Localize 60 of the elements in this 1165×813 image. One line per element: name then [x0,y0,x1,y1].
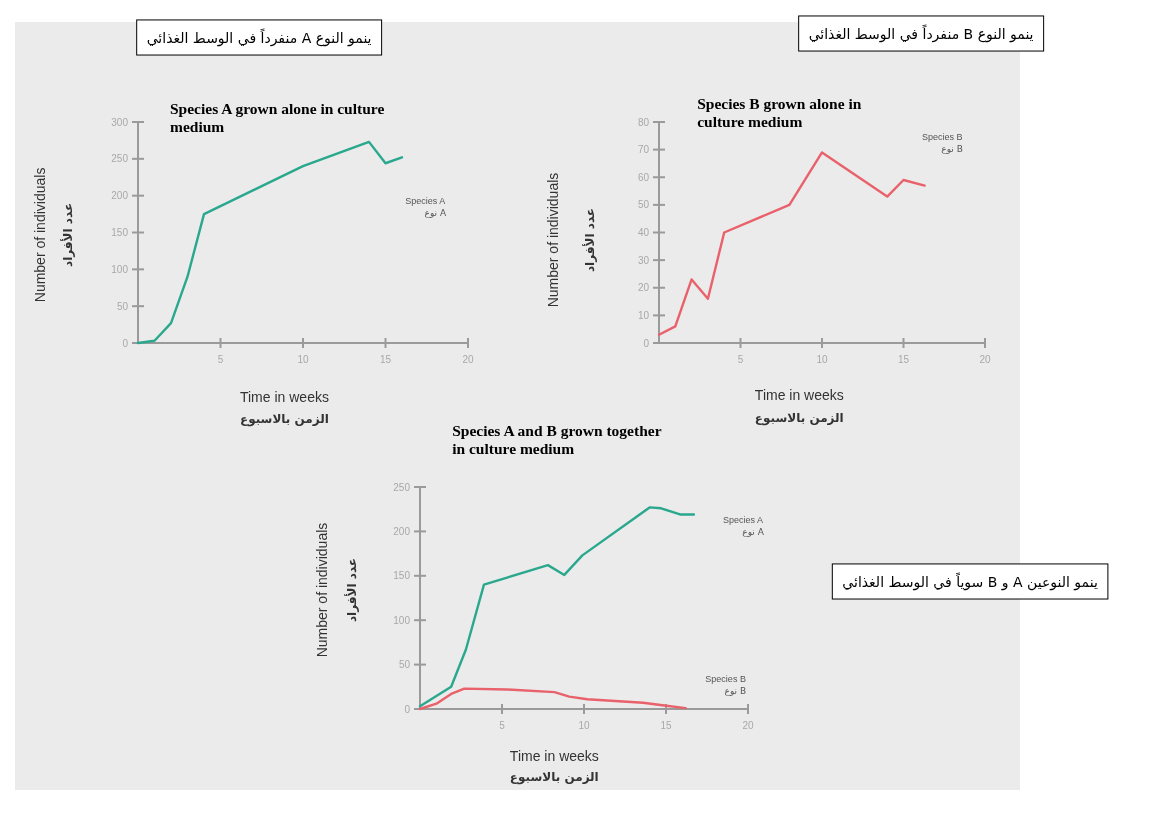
y-tick-label: 150 [393,570,411,582]
y-tick-label: 250 [111,153,129,165]
x-tick-label: 15 [660,720,672,731]
annotation: نوع A [742,526,765,537]
x-tick-label: 5 [217,354,224,365]
x-tick-label: 20 [979,354,991,365]
x-axis-title: Time in weeks [509,748,599,765]
x-tick-label: 20 [742,720,754,731]
y-tick-label: 0 [122,337,129,349]
y-axis-title: Number of individuals [31,167,48,303]
x-tick-label: 15 [897,354,910,365]
x-tick-label: 20 [462,354,474,365]
y-tick-label: 300 [111,116,129,128]
y-tick-label: 100 [111,263,129,275]
y-tick-label: 50 [637,199,650,211]
x-tick-label: 5 [499,720,506,731]
text: الزمن بالاسبوع [239,411,329,427]
text: عدد الأفراد [344,557,360,623]
y-tick-label: 50 [398,659,411,671]
y-tick-label: 250 [393,481,411,493]
y-tick-label: 20 [637,282,650,294]
chart-title: Species B grown alone in culture medium [697,95,862,131]
y-tick-label: 200 [111,190,129,202]
text: ينمو النوعين A و B سوياً في الوسط الغذائي [842,571,1098,592]
y-tick-label: 80 [637,116,650,128]
chart-title: Species A grown alone in culture medium [170,99,385,135]
y-tick-label: 100 [393,614,411,626]
y-tick-label: 0 [404,703,411,715]
y-tick-label: 30 [637,254,650,266]
text: Species B [705,674,746,685]
chart-title: Species A and B grown together in culture medium [452,421,662,457]
text: الزمن بالاسبوع [509,770,599,786]
text: Species B [922,131,963,142]
text: عدد الأفراد [60,202,76,267]
x-axis-title: Time in weeks [754,386,844,403]
y-tick-label: 40 [637,227,650,238]
x-tick-label: 15 [379,354,392,365]
annotation: نوع B [724,686,747,697]
chart-subtitle: ينمو النوع B منفرداً في الوسط الغذائي [808,23,1034,44]
text: Species A [405,195,446,206]
y-tick-label: 200 [393,525,411,537]
x-axis-title: Time in weeks [239,388,329,405]
y-tick-label: 50 [116,300,129,312]
y-axis-title: Number of individuals [313,522,330,658]
y-tick-label: 150 [111,227,129,238]
text: Species A [723,514,764,525]
annotation: نوع A [424,207,447,218]
annotation: نوع B [941,143,963,154]
y-tick-label: 60 [637,171,650,183]
x-tick-label: 10 [578,720,590,731]
text: عدد الأفراد [581,207,597,273]
text: الزمن بالاسبوع [754,411,844,427]
x-tick-label: 5 [737,354,744,365]
x-tick-label: 10 [816,354,828,365]
y-tick-label: 10 [637,309,650,321]
y-tick-label: 70 [637,144,650,156]
y-tick-label: 0 [643,337,650,349]
x-tick-label: 10 [297,354,309,365]
chart-subtitle: ينمو النوع A منفرداً في الوسط الغذائي [146,27,372,48]
y-axis-title: Number of individuals [545,172,562,308]
